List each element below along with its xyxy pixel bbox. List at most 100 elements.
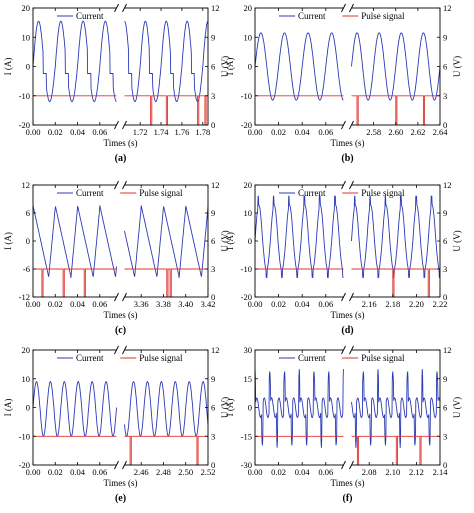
y-axis-label: I (A): [225, 232, 235, 250]
pulse-series: [124, 435, 208, 466]
y2-axis-label: U (V): [220, 230, 230, 251]
legend-label: Current: [298, 353, 326, 363]
y-axis-label: I (A): [3, 399, 13, 417]
axis-break-mark: [122, 120, 127, 130]
x-tick-label: 2.60: [388, 127, 403, 137]
axis-break-gap: [343, 182, 352, 188]
x-tick-label: 1.76: [174, 127, 189, 137]
y-axis-label: I (A): [3, 232, 13, 250]
axis-break-gap: [116, 347, 125, 353]
y2-tick-label: 12: [211, 180, 220, 190]
y2-tick-label: 12: [443, 180, 452, 190]
x-axis-label: Times (s): [104, 138, 138, 148]
panel-d: 0.00 0.02 0.04 0.06 2.16 2.18 2.20 2.22 -20 -10 0 1…: [225, 180, 462, 336]
y-tick-label: -20: [241, 292, 252, 302]
legend-label: Current: [76, 188, 104, 198]
panel-f: 0.00 0.02 0.04 0.06 2.08 2.10 2.12 2.14 -30 -15 0 1…: [225, 345, 462, 504]
y2-tick-label: 9: [443, 374, 447, 384]
panel-caption: (f): [343, 493, 353, 504]
axis-break-gap: [116, 182, 125, 188]
axis-break-mark: [114, 345, 119, 355]
panel-caption: (a): [115, 153, 127, 164]
current-series: [351, 32, 441, 101]
y2-tick-label: 3: [443, 264, 447, 274]
panel-caption: (b): [341, 153, 353, 164]
plot-frame: [32, 184, 209, 298]
axis-break-mark: [114, 120, 119, 130]
plot-frame: [254, 184, 441, 298]
current-series: [254, 369, 344, 448]
x-tick-label: 0.06: [318, 127, 333, 137]
axis-break-mark: [341, 292, 346, 302]
y-tick-label: -10: [19, 431, 30, 441]
y-tick-label: -10: [241, 91, 252, 101]
legend-label: Pulse signal: [139, 188, 183, 198]
x-tick-label: 0.04: [295, 299, 311, 309]
y-tick-label: -12: [19, 292, 30, 302]
panel-caption: (c): [115, 325, 126, 336]
axis-break-mark: [341, 460, 346, 470]
current-series: [124, 380, 209, 437]
y-tick-label: 20: [244, 180, 253, 190]
y2-axis-label: U (V): [452, 56, 462, 77]
x-tick-label: 0.06: [318, 467, 333, 477]
x-tick-label: 1.72: [133, 127, 148, 137]
axis-break-gap: [343, 294, 352, 300]
y-tick-label: 0: [26, 236, 30, 246]
x-tick-label: 0.06: [92, 299, 107, 309]
axis-break-gap: [116, 462, 125, 468]
x-tick-label: 0.04: [70, 467, 86, 477]
x-tick-label: 2.62: [410, 127, 425, 137]
x-tick-label: 2.58: [366, 127, 381, 137]
x-tick-label: 2.52: [201, 467, 216, 477]
x-tick-label: 0.02: [271, 127, 286, 137]
x-tick-label: 0.04: [70, 299, 86, 309]
panel-c: 0.00 0.02 0.04 0.06 3.36 3.38 3.40 3.42 -12 -6 0 6 1…: [3, 180, 230, 336]
y2-axis-label: U (V): [452, 397, 462, 418]
y2-tick-label: 0: [211, 460, 215, 470]
current-series: [254, 32, 344, 101]
panel-e: 0.00 0.02 0.04 0.06 2.46 2.48 2.50 2.52 -20 -10 0 1…: [3, 345, 230, 504]
x-axis-label: Times (s): [331, 310, 365, 320]
y-tick-label: -10: [241, 264, 252, 274]
current-series: [32, 205, 117, 278]
current-series: [254, 195, 344, 278]
y-tick-label: -6: [23, 264, 30, 274]
x-tick-label: 3.42: [201, 299, 216, 309]
y-tick-label: 0: [248, 62, 252, 72]
x-tick-label: 0.00: [26, 127, 41, 137]
y-tick-label: 10: [22, 374, 31, 384]
axis-break-mark: [122, 180, 127, 190]
x-tick-label: 2.64: [433, 127, 449, 137]
x-tick-label: 0.06: [92, 467, 107, 477]
y2-axis-label: U (V): [220, 56, 230, 77]
legend-label: Pulse signal: [361, 11, 405, 21]
y2-tick-label: 12: [443, 3, 452, 13]
x-tick-label: 0.04: [70, 127, 86, 137]
x-tick-label: 0.02: [271, 467, 286, 477]
y2-tick-label: 12: [443, 345, 452, 355]
legend-label: Pulse signal: [361, 188, 405, 198]
axis-break-gap: [343, 122, 352, 128]
y2-tick-label: 6: [211, 62, 215, 72]
x-tick-label: 3.40: [178, 299, 193, 309]
y2-tick-label: 9: [443, 32, 447, 42]
current-series: [351, 195, 440, 278]
axis-break-mark: [114, 180, 119, 190]
axis-break-mark: [122, 292, 127, 302]
legend-label: Pulse signal: [139, 353, 183, 363]
panel-caption: (d): [341, 325, 353, 336]
x-tick-label: 0.00: [26, 467, 41, 477]
axis-break-gap: [343, 5, 352, 11]
axis-break-mark: [341, 120, 346, 130]
panel-caption: (e): [115, 493, 126, 504]
y-tick-label: 0: [248, 236, 252, 246]
y-tick-label: 20: [244, 3, 253, 13]
x-tick-label: 2.08: [362, 467, 377, 477]
x-tick-label: 0.02: [271, 299, 286, 309]
x-tick-label: 0.00: [248, 467, 263, 477]
y-axis-label: I (A): [225, 399, 235, 417]
panel-a: 0.00 0.02 0.04 0.06 1.72 1.74 1.76 1.78 -20 -10 0 1…: [3, 3, 230, 164]
y2-tick-label: 9: [211, 208, 215, 218]
